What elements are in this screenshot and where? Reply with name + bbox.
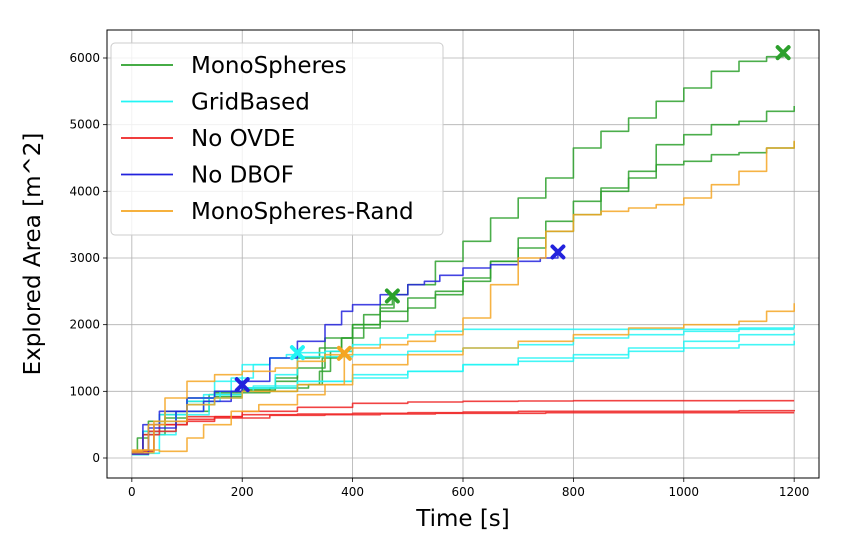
legend-label: MonoSpheres-Rand [191, 199, 414, 225]
y-tick-label: 3000 [69, 251, 100, 265]
x-tick-label: 0 [128, 485, 136, 499]
series-line [131, 303, 795, 454]
y-tick-label: 0 [92, 451, 100, 465]
end-markers [234, 45, 791, 393]
y-tick-label: 1000 [69, 384, 100, 398]
end-marker [550, 244, 566, 260]
y-tick-label: 6000 [69, 51, 100, 65]
y-tick-label: 2000 [69, 318, 100, 332]
y-axis-label: Explored Area [m^2] [20, 133, 46, 376]
legend-label: No OVDE [191, 126, 295, 152]
x-tick-label: 400 [341, 485, 364, 499]
series-line [131, 252, 559, 454]
series-layer [131, 52, 795, 456]
x-tick-label: 1200 [779, 485, 810, 499]
legend-label: GridBased [191, 90, 310, 116]
end-marker [775, 45, 791, 61]
series-line [131, 106, 795, 455]
legend-box [110, 42, 444, 236]
end-marker [384, 288, 400, 304]
x-tick-label: 800 [562, 485, 585, 499]
y-tick-label: 5000 [69, 118, 100, 132]
x-axis-label: Time [s] [415, 506, 510, 532]
legend-label: MonoSpheres [191, 53, 347, 79]
y-tick-label: 4000 [69, 184, 100, 198]
series-line [131, 353, 346, 453]
legend: MonoSpheres GridBased No OVDE No DBOF MonoSp… [110, 42, 444, 236]
x-tick-label: 200 [231, 485, 254, 499]
end-marker [289, 345, 305, 361]
ticks: 0 200 400 600 800 1000 1200 0 1000 2000 3000 4000 50… [69, 51, 809, 499]
x-tick-label: 600 [452, 485, 475, 499]
end-marker [336, 345, 352, 361]
series-line [131, 140, 795, 451]
x-tick-label: 1000 [669, 485, 700, 499]
end-marker [234, 377, 250, 393]
legend-label: No DBOF [191, 163, 294, 189]
